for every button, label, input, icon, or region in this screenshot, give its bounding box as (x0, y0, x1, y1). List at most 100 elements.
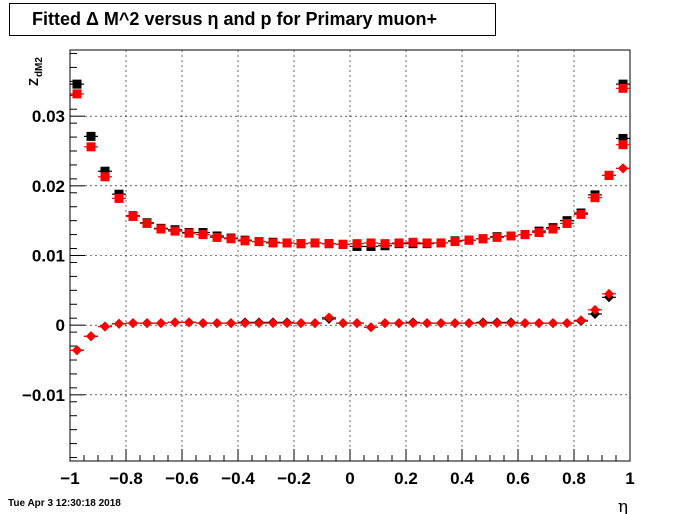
square-marker (86, 131, 96, 141)
x-tick-label: 0.4 (450, 469, 474, 488)
tick-labels: −1 −0.8 −0.6 −0.4 −0.2 0 0.2 0.4 0.6 0.8 1 −0.01 0 0.… (22, 107, 635, 488)
square-marker (310, 238, 320, 248)
square-marker (492, 232, 502, 242)
y-tick-label: 0.01 (32, 247, 65, 266)
diamond-marker (366, 322, 376, 333)
diamond-marker (618, 163, 628, 174)
square-marker (100, 172, 110, 182)
square-marker (86, 142, 96, 152)
data-points (70, 79, 630, 356)
diamond-marker (562, 318, 572, 329)
square-marker (366, 238, 376, 248)
square-marker (520, 230, 530, 240)
square-marker (604, 170, 614, 180)
diamond-marker (478, 318, 488, 329)
diamond-marker (394, 318, 404, 329)
square-marker (268, 238, 278, 248)
diamond-marker (422, 318, 432, 329)
x-tick-label: −0.8 (109, 469, 143, 488)
diamond-marker (576, 315, 586, 326)
axis-ticks (69, 52, 631, 461)
square-marker (618, 140, 628, 150)
y-tick-label: −0.01 (22, 386, 65, 405)
diamond-marker (184, 317, 194, 328)
diamond-marker (282, 318, 292, 329)
diamond-marker (492, 318, 502, 329)
diamond-marker (534, 318, 544, 329)
square-marker (548, 224, 558, 234)
chart-title: Fitted Δ M^2 versus η and p for Primary … (9, 3, 496, 36)
square-marker (324, 239, 334, 249)
square-marker (240, 236, 250, 246)
square-marker (450, 237, 460, 247)
square-marker (72, 89, 82, 99)
square-marker (142, 218, 152, 228)
diamond-marker (198, 318, 208, 329)
x-tick-label: −0.2 (277, 469, 311, 488)
square-marker (562, 218, 572, 228)
diamond-marker (142, 318, 152, 329)
square-marker (100, 166, 110, 176)
diamond-marker (268, 318, 278, 329)
square-marker (156, 224, 166, 234)
diamond-marker (128, 318, 138, 329)
diamond-marker (72, 345, 82, 356)
diamond-marker (100, 321, 110, 332)
square-marker (212, 232, 222, 242)
diamond-marker (450, 318, 460, 329)
diamond-marker (324, 312, 334, 323)
diamond-marker (296, 318, 306, 329)
diamond-marker (604, 288, 614, 299)
square-marker (352, 239, 362, 249)
timestamp: Tue Apr 3 12:30:18 2018 (8, 498, 121, 509)
y-axis-label: Z (26, 78, 41, 86)
y-axis-label-sub: dM2 (34, 57, 45, 77)
diamond-marker (506, 318, 516, 329)
x-tick-label: 0 (345, 469, 354, 488)
diamond-marker (464, 318, 474, 329)
square-marker (534, 228, 544, 238)
square-marker (464, 235, 474, 245)
diamond-marker (86, 331, 96, 342)
y-tick-label: 0.03 (32, 107, 65, 126)
y-axis-label-group: ZdM2 (26, 57, 45, 86)
square-marker (590, 193, 600, 203)
diamond-marker (590, 304, 600, 315)
x-tick-label: −1 (60, 469, 79, 488)
diamond-marker (114, 318, 124, 329)
diamond-marker (352, 318, 362, 329)
grid (70, 50, 630, 461)
square-marker (506, 231, 516, 241)
square-marker (170, 226, 180, 236)
diamond-marker (170, 317, 180, 328)
square-marker (394, 238, 404, 248)
square-marker (576, 209, 586, 219)
diamond-marker (254, 318, 264, 329)
diamond-marker (520, 318, 530, 329)
diamond-marker (212, 318, 222, 329)
square-marker (226, 234, 236, 244)
x-axis-label: η (618, 497, 628, 514)
x-tick-label: 0.8 (562, 469, 586, 488)
square-marker (254, 237, 264, 247)
square-marker (114, 193, 124, 203)
square-marker (184, 228, 194, 238)
x-tick-label: −0.4 (221, 469, 255, 488)
square-marker (436, 238, 446, 248)
square-marker (380, 239, 390, 249)
svg-text:ZdM2: ZdM2 (26, 57, 45, 86)
y-tick-label: 0.02 (32, 177, 65, 196)
square-marker (478, 234, 488, 244)
diamond-marker (310, 318, 320, 329)
diamond-marker (226, 318, 236, 329)
square-marker (618, 133, 628, 143)
y-tick-label: 0 (56, 316, 65, 335)
square-marker (296, 239, 306, 249)
diamond-marker (338, 318, 348, 329)
square-marker (282, 238, 292, 248)
diamond-marker (380, 318, 390, 329)
square-marker (422, 238, 432, 248)
square-marker (128, 211, 138, 221)
x-tick-label: −0.6 (165, 469, 199, 488)
